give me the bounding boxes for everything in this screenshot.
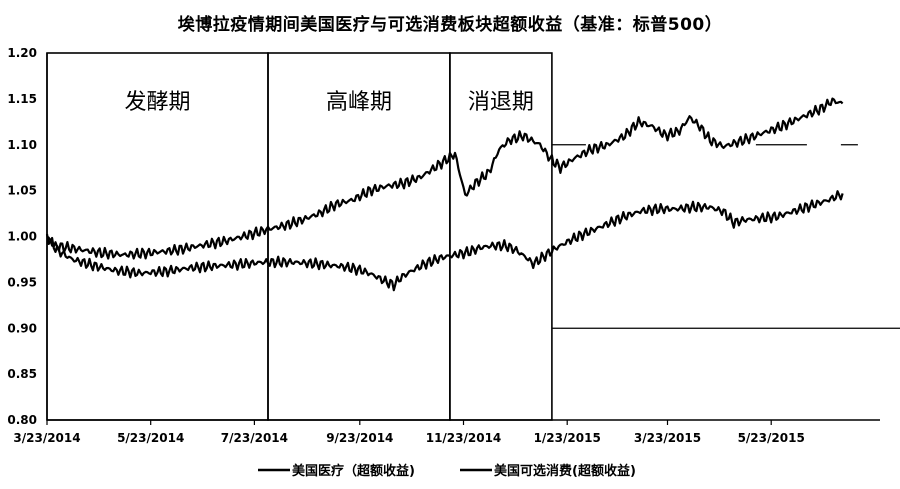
y-tick-label: 1.15 (7, 92, 37, 106)
phase-box (449, 52, 553, 421)
legend-label: 美国医疗（超额收益) (292, 463, 415, 479)
y-tick-label: 0.95 (7, 275, 37, 289)
y-tick-label: 1.20 (7, 46, 37, 60)
x-tick-label: 11/23/2014 (426, 431, 502, 445)
legend-label: 美国可选消费(超额收益) (494, 463, 636, 479)
phase-label: 高峰期 (326, 90, 392, 115)
y-tick-label: 0.85 (7, 367, 37, 381)
y-tick-label: 1.05 (7, 184, 37, 198)
x-tick-label: 9/23/2014 (326, 431, 393, 445)
y-tick-label: 1.10 (7, 138, 37, 152)
chart-title: 埃博拉疫情期间美国医疗与可选消费板块超额收益（基准：标普500） (177, 15, 723, 35)
x-tick-label: 5/23/2015 (738, 431, 805, 445)
y-tick-label: 0.90 (7, 321, 37, 335)
y-tick-label: 1.00 (7, 230, 37, 244)
x-tick-label: 3/23/2015 (634, 431, 701, 445)
x-tick-label: 1/23/2015 (534, 431, 601, 445)
phase-label: 发酵期 (124, 90, 190, 115)
series-line-consumer-discretionary (45, 190, 844, 292)
x-tick-label: 3/23/2014 (13, 431, 80, 445)
series-line-healthcare (46, 97, 844, 260)
phase-label: 消退期 (468, 90, 534, 115)
y-tick-label: 0.80 (7, 413, 37, 427)
x-tick-label: 5/23/2014 (117, 431, 184, 445)
x-tick-label: 7/23/2014 (221, 431, 288, 445)
